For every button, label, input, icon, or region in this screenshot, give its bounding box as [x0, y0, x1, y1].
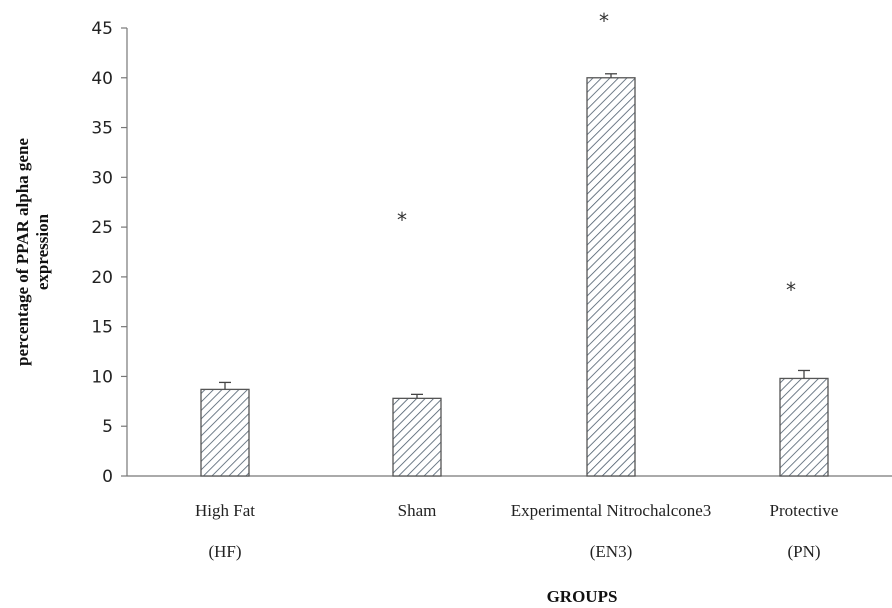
- category-label: Experimental Nitrochalcone3: [511, 501, 712, 520]
- category-sublabel: (HF): [208, 542, 241, 561]
- y-axis-title-line: percentage of PPAR alpha gene: [13, 138, 32, 366]
- y-axis-ticks: 0 5 10 15 20 25 30 35 40 45: [91, 19, 127, 487]
- bar: [392, 397, 442, 477]
- category-label: Sham: [398, 501, 437, 520]
- bar: [779, 377, 829, 477]
- y-tick-label: 10: [91, 367, 113, 387]
- bar: [200, 388, 250, 477]
- bars: [200, 77, 829, 477]
- significance-star: *: [397, 208, 407, 232]
- significance-star: *: [786, 278, 796, 302]
- significance-markers: * * *: [397, 9, 796, 302]
- bar: [586, 77, 636, 477]
- error-bars: [219, 73, 810, 399]
- y-tick-label: 30: [91, 168, 113, 188]
- category-sublabel: (EN3): [590, 542, 632, 561]
- x-axis-title: GROUPS: [547, 587, 618, 606]
- category-sublabel: (PN): [787, 542, 820, 561]
- y-tick-label: 40: [91, 69, 113, 89]
- y-axis-title: percentage of PPAR alpha gene expression: [13, 138, 52, 366]
- category-label: Protective: [770, 501, 839, 520]
- y-tick-label: 35: [91, 119, 113, 139]
- y-tick-label: 20: [91, 268, 113, 288]
- y-axis-title-line: expression: [33, 213, 52, 290]
- category-label: High Fat: [195, 501, 255, 520]
- y-tick-label: 45: [91, 19, 113, 39]
- y-tick-label: 0: [102, 467, 113, 487]
- y-tick-label: 5: [102, 417, 113, 437]
- significance-star: *: [599, 9, 609, 33]
- y-tick-label: 15: [91, 318, 113, 338]
- y-tick-label: 25: [91, 218, 113, 238]
- category-labels: High Fat (HF) Sham Experimental Nitrochalco…: [195, 501, 838, 561]
